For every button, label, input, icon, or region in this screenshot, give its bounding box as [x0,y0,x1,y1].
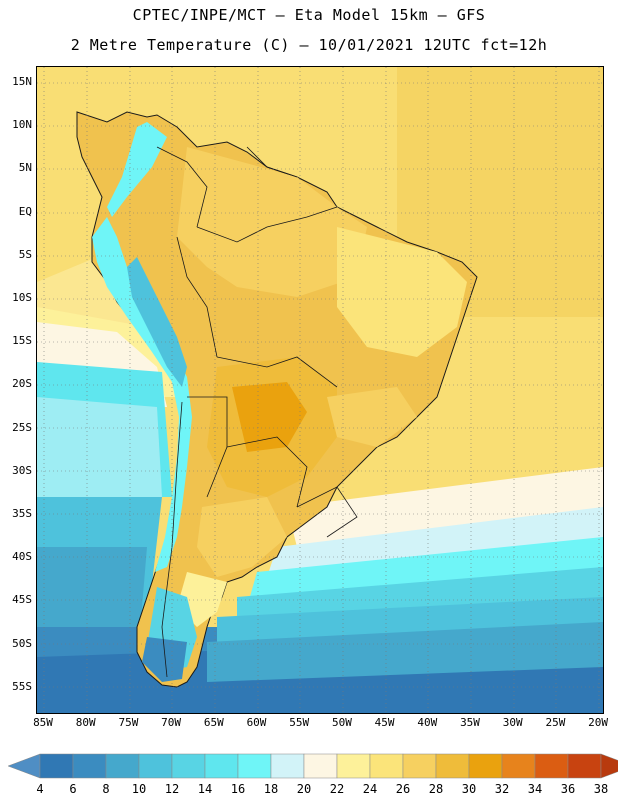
lon-label: 55W [289,716,310,729]
lat-label: 30S [12,463,32,477]
colorbar-label: 38 [593,782,609,796]
colorbar-swatch [270,753,305,779]
lon-label: 70W [161,716,182,729]
lat-label: 35S [12,507,32,520]
lon-label: 30W [502,716,523,729]
country-borders [156,146,358,678]
colorbar [7,753,618,779]
colorbar-left-arrow [7,753,41,779]
lat-label: EQ [18,204,32,218]
colorbar-label: 10 [131,782,147,796]
title-line-1: CPTEC/INPE/MCT – Eta Model 15km – GFS [132,6,486,24]
lon-label: 85W [33,716,53,729]
pampas-region [197,497,287,577]
colorbar-swatch [402,753,437,779]
andes-cold-strip [92,217,192,572]
lat-label: 10S [12,291,32,304]
lon-label: 75W [118,716,139,729]
colorbar-swatch [468,753,503,779]
lat-label: 45S [12,593,32,607]
colorbar-swatch [237,753,272,779]
lon-label: 35W [460,716,480,729]
colorbar-label: 22 [329,782,345,796]
lon-label: 40W [417,716,438,729]
colorbar-label: 28 [428,782,444,796]
colorbar-swatch [534,753,569,779]
colorbar-label: 24 [362,782,378,796]
colorbar-label: 30 [461,782,477,796]
lat-label: 5S [18,247,32,261]
lon-label: 25W [545,716,566,729]
map-panel [36,66,604,714]
lat-label: 55S [12,679,32,693]
colorbar-label: 4 [36,782,44,796]
temperature-map [37,67,603,713]
colorbar-swatch [435,753,470,779]
colorbar-swatch [39,753,74,779]
lon-label: 20W [588,716,609,729]
lat-label: 40S [12,550,32,564]
title-line-2: 2 Metre Temperature (C) – 10/01/2021 12U… [70,36,548,54]
lat-label: 20S [12,377,32,391]
lat-label: 10N [12,118,32,132]
colorbar-label: 16 [230,782,246,796]
colorbar-label: 36 [560,782,576,796]
colorbar-swatch [138,753,173,779]
colorbar-swatch [501,753,536,779]
colorbar-label: 32 [494,782,510,796]
lon-label: 60W [246,716,267,729]
colorbar-label: 34 [527,782,543,796]
lat-label: 15N [12,75,32,88]
colorbar-label: 6 [69,782,77,796]
colorbar-label: 26 [395,782,411,796]
lat-label: 15S [12,334,32,348]
northern-andes-strip [107,122,167,217]
colorbar-swatch [105,753,140,779]
colorbar-swatch [204,753,239,779]
colorbar-label: 14 [197,782,213,796]
colorbar-swatch [369,753,404,779]
colorbar-label: 20 [296,782,312,796]
colorbar-swatch [171,753,206,779]
lat-label: 5N [18,161,32,175]
colorbar-right-arrow [600,753,618,779]
lon-label: 65W [203,716,224,729]
lat-label: 25S [12,420,32,434]
colorbar-label: 18 [263,782,279,796]
colorbar-swatch [303,753,338,779]
lon-label: 50W [331,716,352,729]
colorbar-swatch [336,753,371,779]
amazon-region [177,147,367,297]
northeast-region [337,227,467,357]
colorbar-label: 12 [164,782,180,796]
colorbar-swatch [567,753,602,779]
lat-label: 50S [12,636,32,650]
lon-label: 45W [374,716,395,729]
colorbar-swatch [72,753,107,779]
lon-label: 80W [75,716,96,729]
colorbar-label: 8 [102,782,110,796]
